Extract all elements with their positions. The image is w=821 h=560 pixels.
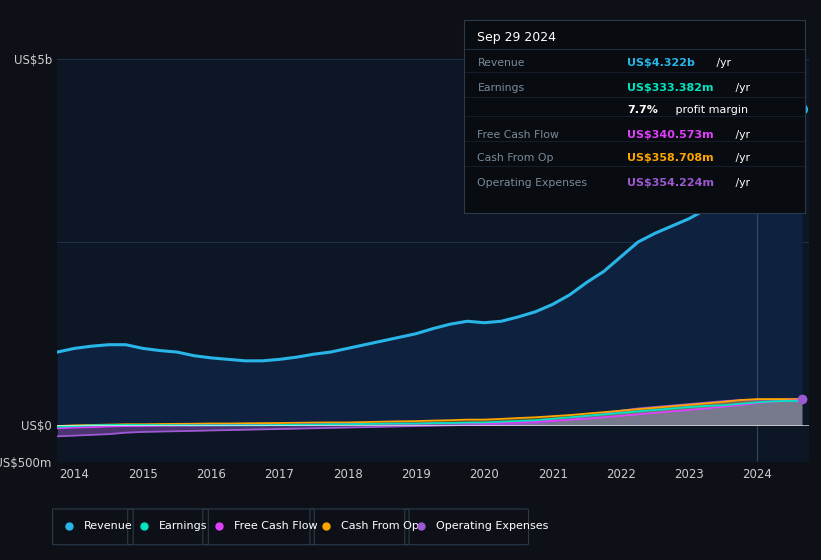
Text: Cash From Op: Cash From Op xyxy=(478,153,554,163)
Text: /yr: /yr xyxy=(732,178,750,188)
Text: profit margin: profit margin xyxy=(672,105,748,115)
Text: Free Cash Flow: Free Cash Flow xyxy=(234,521,318,531)
Text: Operating Expenses: Operating Expenses xyxy=(436,521,548,531)
Text: /yr: /yr xyxy=(732,130,750,140)
Text: US$354.224m: US$354.224m xyxy=(627,178,714,188)
Text: Cash From Op: Cash From Op xyxy=(342,521,420,531)
Text: Sep 29 2024: Sep 29 2024 xyxy=(478,31,557,44)
Text: /yr: /yr xyxy=(713,58,732,68)
Text: Earnings: Earnings xyxy=(478,83,525,94)
Text: US$340.573m: US$340.573m xyxy=(627,130,714,140)
Text: Revenue: Revenue xyxy=(478,58,525,68)
Text: US$333.382m: US$333.382m xyxy=(627,83,714,94)
Text: Free Cash Flow: Free Cash Flow xyxy=(478,130,559,140)
Text: US$358.708m: US$358.708m xyxy=(627,153,714,163)
Text: Revenue: Revenue xyxy=(84,521,133,531)
Text: US$4.322b: US$4.322b xyxy=(627,58,695,68)
Text: /yr: /yr xyxy=(732,83,750,94)
Text: Earnings: Earnings xyxy=(159,521,208,531)
Text: 7.7%: 7.7% xyxy=(627,105,658,115)
Text: /yr: /yr xyxy=(732,153,750,163)
Text: Operating Expenses: Operating Expenses xyxy=(478,178,588,188)
